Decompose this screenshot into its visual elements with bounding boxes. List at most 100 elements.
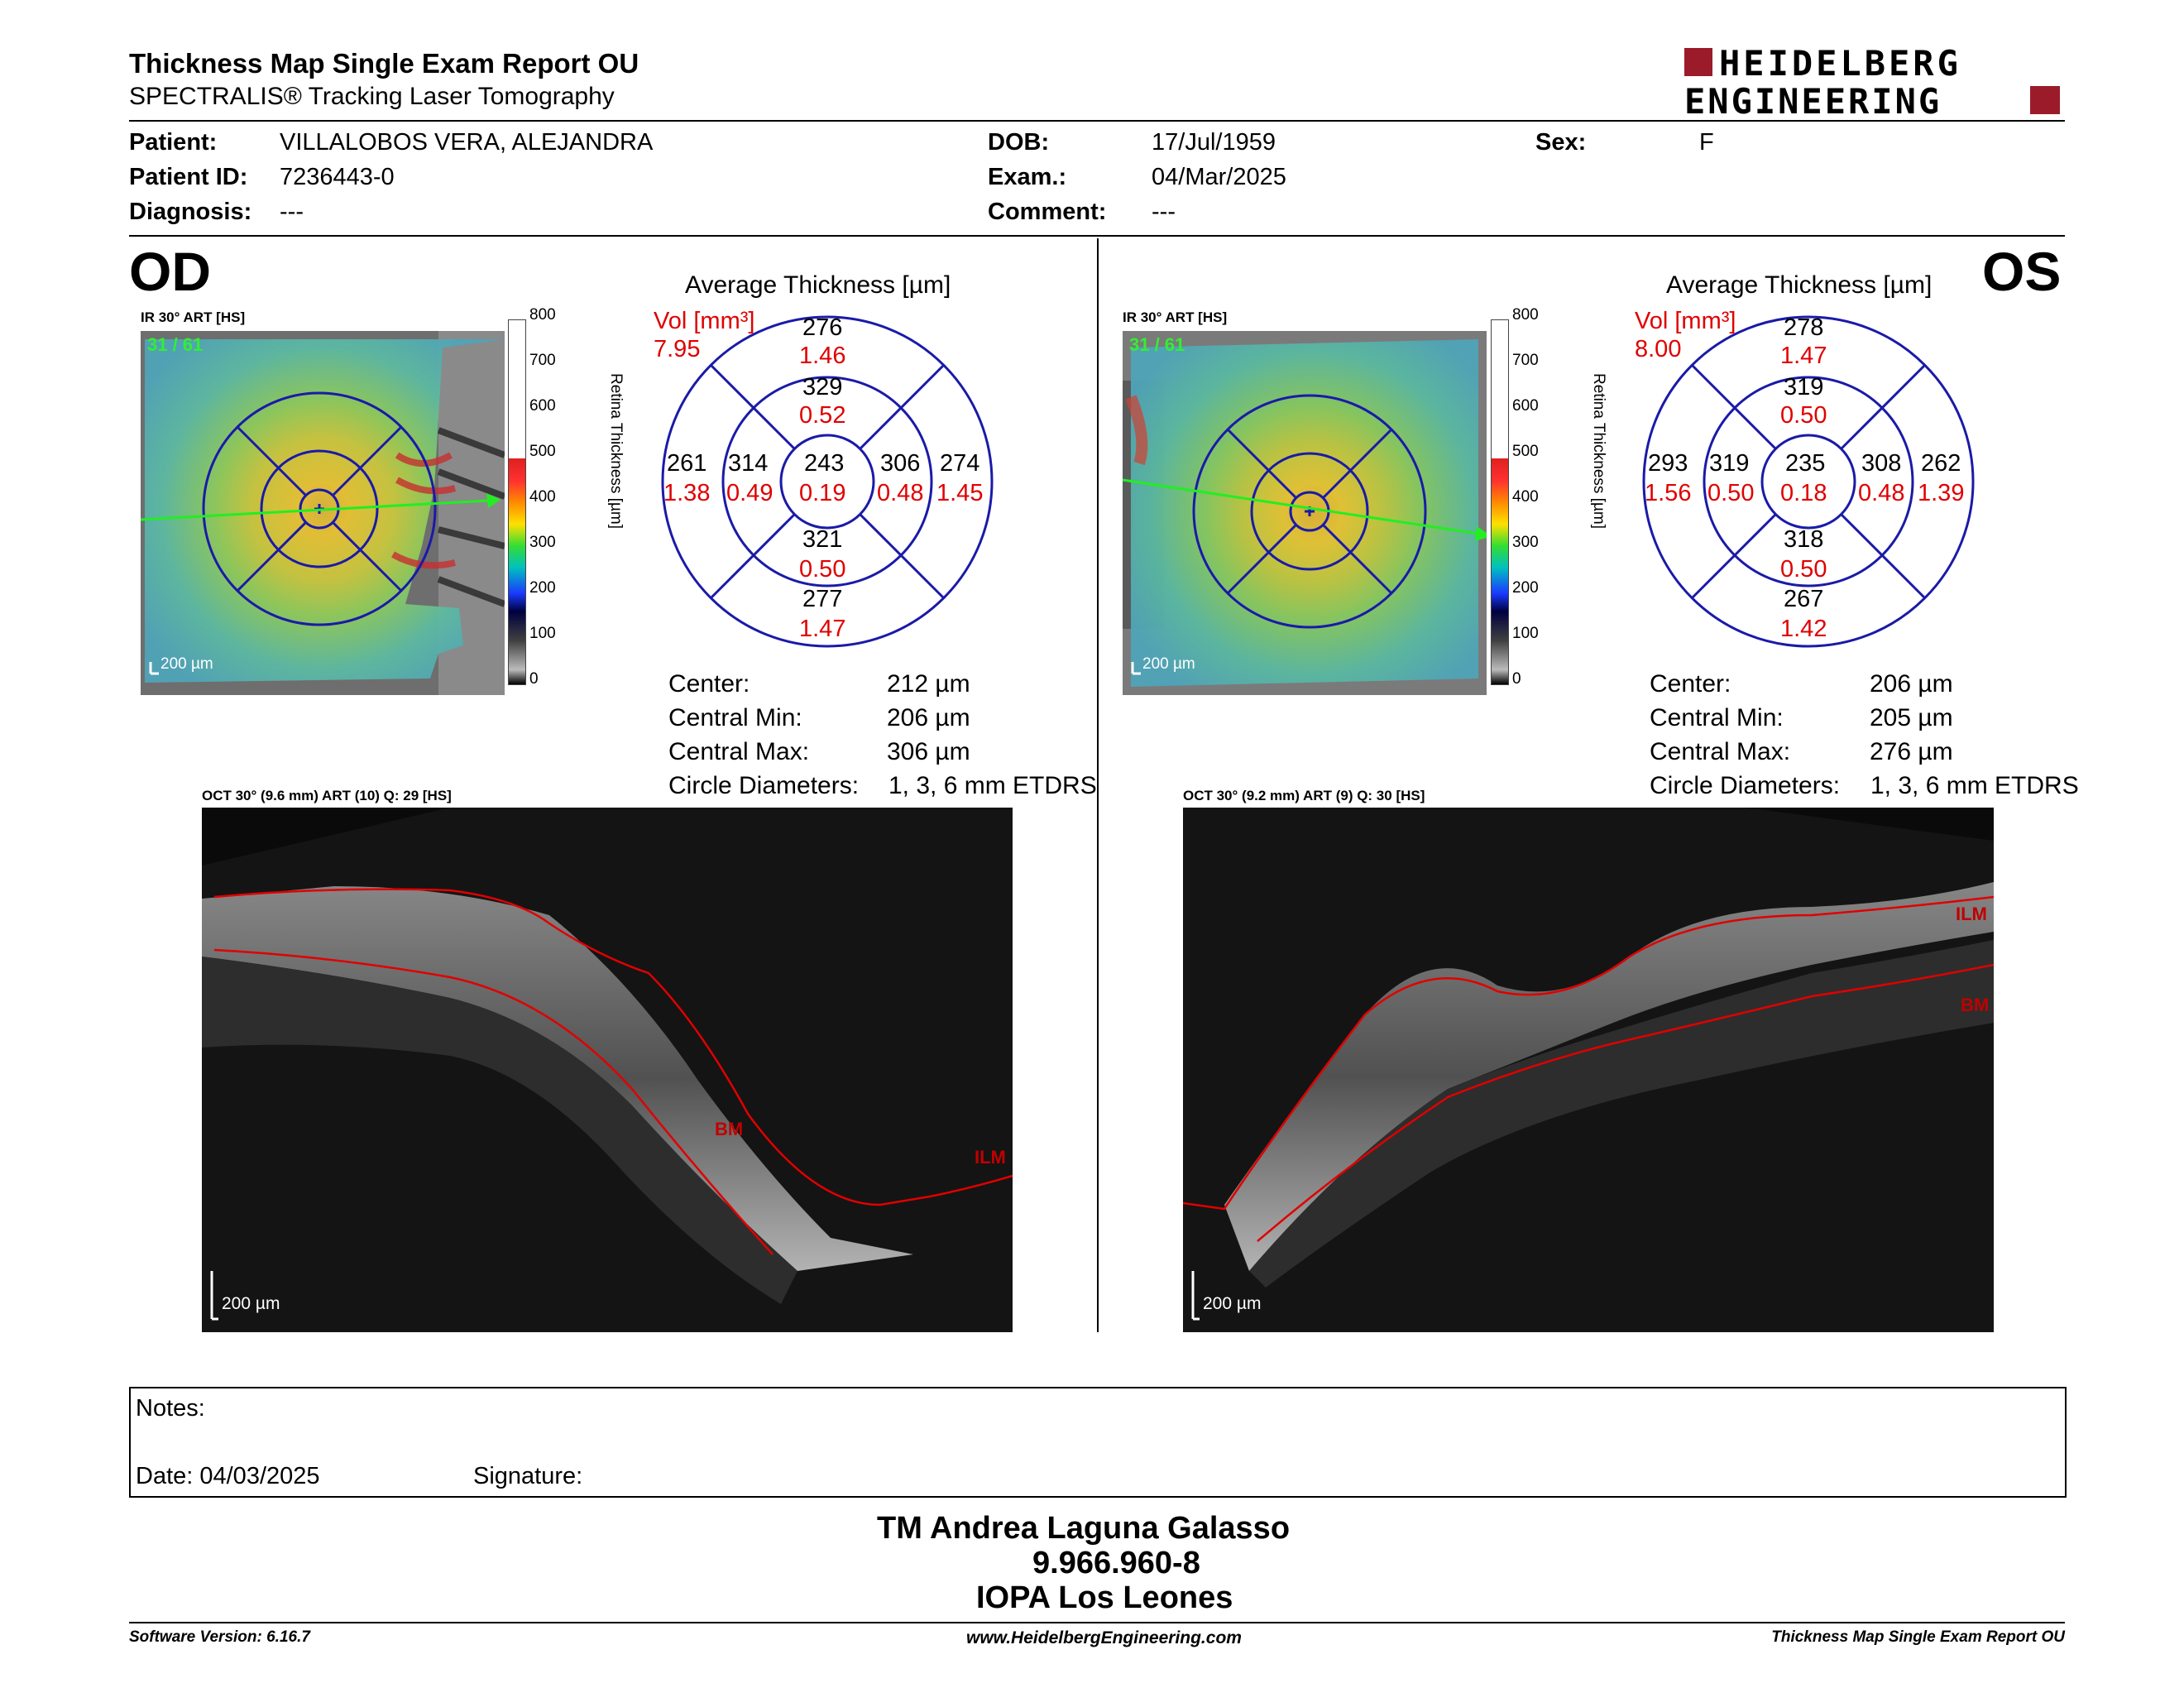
os-tick-400: 400	[1512, 488, 1539, 506]
software-version: Software Version: 6.16.7	[129, 1628, 310, 1646]
od-inner-left-vol: 0.49	[726, 480, 774, 506]
od-vol-total: 7.95	[654, 336, 701, 362]
os-map-scale: 200 µm	[1142, 655, 1195, 673]
od-tick-300: 300	[529, 534, 556, 551]
os-tick-200: 200	[1512, 579, 1539, 597]
os-tick-700: 700	[1512, 352, 1539, 369]
logo-line1: HEIDELBERG	[1719, 43, 1961, 84]
os-inner-sup: 319	[1784, 374, 1824, 400]
os-central-max-value: 276 µm	[1870, 738, 1953, 765]
od-tick-600: 600	[529, 397, 556, 415]
os-oct-label: OCT 30° (9.2 mm) ART (9) Q: 30 [HS]	[1183, 788, 1425, 803]
patient-id-label: Patient ID:	[129, 164, 248, 190]
report-subtitle: SPECTRALIS® Tracking Laser Tomography	[129, 83, 615, 110]
os-inner-inf-vol: 0.50	[1780, 556, 1827, 583]
os-etdrs-values: 278 1.47 319 0.50 293 1.56 319 0.50 235 …	[1641, 314, 1976, 649]
od-colorbar-label: Retina Thickness [µm]	[607, 373, 625, 529]
od-tick-100: 100	[529, 625, 556, 642]
sex-value: F	[1699, 129, 1714, 156]
os-etdrs-grid	[1641, 314, 1976, 649]
os-outer-sup: 278	[1784, 314, 1824, 341]
signature-label: Signature:	[473, 1463, 583, 1489]
os-vol-total: 8.00	[1635, 336, 1682, 362]
od-oct-label: OCT 30° (9.6 mm) ART (10) Q: 29 [HS]	[202, 788, 452, 803]
os-outer-left-vol: 1.56	[1645, 480, 1692, 506]
os-vol-label: Vol [mm³]	[1635, 308, 1736, 334]
os-inner-right: 308	[1861, 450, 1902, 477]
od-outer-right-vol: 1.45	[936, 480, 984, 506]
os-central-max-label: Central Max:	[1650, 738, 1791, 765]
od-inner-right: 306	[880, 450, 921, 477]
os-outer-right: 262	[1921, 450, 1961, 477]
os-inner-inf: 318	[1784, 526, 1824, 553]
header-rule	[129, 120, 2065, 122]
od-frame-counter: 31 / 61	[147, 334, 204, 355]
od-circle-diam-label: Circle Diameters:	[668, 772, 860, 799]
od-bm-label: BM	[715, 1119, 744, 1139]
os-outer-inf: 267	[1784, 586, 1824, 612]
os-eye-label: OS	[1982, 241, 2062, 302]
os-center-label: Center:	[1650, 670, 1731, 698]
od-oct-bscan: ILM BM 200 µm	[202, 808, 1013, 1332]
logo-line2: ENGINEERING	[1684, 81, 1942, 122]
od-outer-left: 261	[667, 450, 707, 477]
od-tick-0: 0	[529, 670, 539, 688]
os-oct-bscan: ILM BM 200 µm	[1182, 808, 1995, 1332]
comment-value: ---	[1152, 199, 1176, 225]
os-inner-right-vol: 0.48	[1858, 480, 1905, 506]
os-ir-label: IR 30° ART [HS]	[1123, 309, 1228, 325]
report-title: Thickness Map Single Exam Report OU	[129, 48, 639, 79]
notes-label: Notes:	[136, 1395, 205, 1422]
os-ilm-label: ILM	[1956, 904, 1987, 924]
od-center-vol: 0.19	[799, 480, 846, 506]
footer-report-name: Thickness Map Single Exam Report OU	[1771, 1628, 2065, 1646]
od-inner-sup: 329	[802, 374, 843, 400]
os-central-min-label: Central Min:	[1650, 704, 1784, 731]
os-colorbar	[1491, 319, 1509, 685]
patient-rule	[129, 235, 2065, 237]
patient-label: Patient:	[129, 129, 218, 156]
os-colorbar-label: Retina Thickness [µm]	[1590, 373, 1607, 529]
os-tick-300: 300	[1512, 534, 1539, 551]
notes-box[interactable]: Notes: Date: 04/03/2025 Signature:	[129, 1387, 2067, 1498]
od-outer-left-vol: 1.38	[663, 480, 711, 506]
od-tick-200: 200	[529, 579, 556, 597]
od-central-min-value: 206 µm	[887, 704, 970, 731]
os-tick-100: 100	[1512, 625, 1539, 642]
os-oct-scale: 200 µm	[1203, 1294, 1262, 1313]
od-circle-diam-value: 1, 3, 6 mm ETDRS	[888, 772, 1097, 799]
diagnosis-value: ---	[280, 199, 304, 225]
os-avg-title: Average Thickness [µm]	[1666, 271, 1933, 299]
center-divider	[1097, 238, 1099, 1332]
os-center: 235	[1785, 450, 1826, 477]
heidelberg-logo: HEIDELBERG ENGINEERING	[1684, 43, 2065, 122]
od-center-label: Center:	[668, 670, 750, 698]
od-outer-sup-vol: 1.46	[799, 343, 846, 369]
od-outer-inf-vol: 1.47	[799, 616, 846, 642]
os-outer-left: 293	[1648, 450, 1688, 477]
os-colorbar-ticks: 800 700 600 500 400 300 200 100 0	[1512, 306, 1545, 703]
od-outer-inf: 277	[802, 586, 843, 612]
os-fundus-thickness-map: 31 / 61 200 µm	[1122, 331, 1492, 695]
od-tick-500: 500	[529, 443, 556, 460]
os-bm-label: BM	[1961, 995, 1990, 1015]
dob-value: 17/Jul/1959	[1152, 129, 1276, 156]
signer-id: 9.966.960-8	[1032, 1546, 1200, 1580]
od-inner-inf: 321	[802, 526, 843, 553]
od-map-scale: 200 µm	[160, 655, 213, 673]
website-link[interactable]: www.HeidelbergEngineering.com	[966, 1628, 1242, 1647]
patient-name: VILLALOBOS VERA, ALEJANDRA	[280, 129, 654, 156]
os-central-min-value: 205 µm	[1870, 704, 1953, 731]
od-etdrs-values: 276 1.46 329 0.52 261 1.38 314 0.49 243 …	[660, 314, 994, 649]
od-tick-700: 700	[529, 352, 556, 369]
comment-label: Comment:	[988, 199, 1107, 225]
logo-square-top	[1684, 48, 1712, 76]
od-central-max-value: 306 µm	[887, 738, 970, 765]
os-circle-diam-label: Circle Diameters:	[1650, 772, 1841, 799]
od-vol-label: Vol [mm³]	[654, 308, 755, 334]
od-avg-title: Average Thickness [µm]	[685, 271, 951, 299]
os-frame-counter: 31 / 61	[1129, 334, 1185, 355]
os-outer-right-vol: 1.39	[1918, 480, 1965, 506]
os-inner-left: 319	[1709, 450, 1750, 477]
os-tick-0: 0	[1512, 670, 1521, 688]
